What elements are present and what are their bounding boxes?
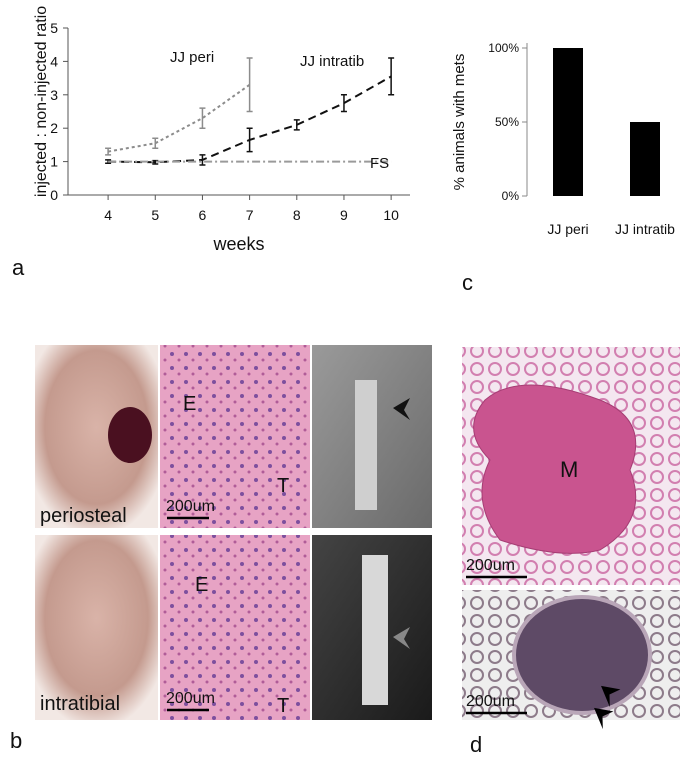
tumor xyxy=(108,407,152,463)
y-tick-label: 50% xyxy=(495,115,519,129)
series-line xyxy=(107,83,251,153)
arrowhead xyxy=(393,627,410,649)
error-bar xyxy=(293,119,300,131)
x-tick-label: 9 xyxy=(340,207,348,223)
series-label: JJ intratib xyxy=(300,53,364,70)
y-tick-label: 0% xyxy=(502,189,520,203)
photo xyxy=(35,535,158,720)
y-tick-label: 4 xyxy=(50,53,58,69)
series-label: FS xyxy=(370,155,389,172)
scale-label: 200um xyxy=(466,693,515,710)
scale-label: 200um xyxy=(166,498,215,515)
x-tick-label: 10 xyxy=(383,207,399,223)
image-label: M xyxy=(560,457,578,482)
scale-label: 200um xyxy=(166,690,215,707)
scale-label: 200um xyxy=(466,557,515,574)
arrowhead xyxy=(393,398,410,420)
panel-label: d xyxy=(470,732,482,757)
series-label: JJ peri xyxy=(170,49,214,66)
panel-label: a xyxy=(12,255,25,280)
metastasis xyxy=(512,595,652,715)
image-label: T xyxy=(277,695,289,717)
y-tick-label: 0 xyxy=(50,187,58,203)
image-label: intratibial xyxy=(40,693,120,715)
error-bar xyxy=(246,127,253,153)
image-row-1 xyxy=(35,345,432,528)
x-tick-label: 8 xyxy=(293,207,301,223)
x-tick-label: JJ peri xyxy=(547,221,588,237)
lung-images xyxy=(462,347,680,730)
y-axis-label: % animals with mets xyxy=(451,54,468,191)
histology xyxy=(160,535,310,720)
x-tick-label: 6 xyxy=(199,207,207,223)
x-tick-label: JJ intratib xyxy=(615,221,675,237)
image-label: E xyxy=(183,393,196,415)
y-axis-label: injected : non-injected ratio xyxy=(33,6,50,197)
image-label: T xyxy=(277,475,289,497)
metastasis xyxy=(473,384,637,554)
bone xyxy=(362,555,388,705)
bar xyxy=(553,48,583,196)
y-tick-label: 1 xyxy=(50,154,58,170)
arrowhead xyxy=(601,685,621,708)
y-tick-label: 5 xyxy=(50,20,58,36)
bone xyxy=(355,380,377,510)
x-axis-label: weeks xyxy=(212,234,264,254)
error-bar xyxy=(340,94,347,113)
error-bar xyxy=(199,107,206,129)
panel-label: c xyxy=(462,270,473,295)
x-tick-label: 4 xyxy=(104,207,112,223)
error-bar xyxy=(199,154,206,166)
error-bar xyxy=(152,137,159,149)
error-bar xyxy=(105,147,112,156)
histology xyxy=(160,345,310,528)
error-bar xyxy=(152,159,159,165)
panel-label: b xyxy=(10,728,22,753)
error-bar xyxy=(388,57,395,96)
x-tick-label: 5 xyxy=(151,207,159,223)
image-row-2 xyxy=(35,535,432,720)
x-tick-label: 7 xyxy=(246,207,254,223)
bar xyxy=(630,122,660,196)
arrowhead xyxy=(594,707,614,730)
error-bar xyxy=(246,57,253,113)
y-tick-label: 100% xyxy=(488,41,519,55)
image-label: periosteal xyxy=(40,505,127,527)
y-tick-label: 2 xyxy=(50,120,58,136)
image-label: E xyxy=(195,574,208,596)
y-tick-label: 3 xyxy=(50,87,58,103)
